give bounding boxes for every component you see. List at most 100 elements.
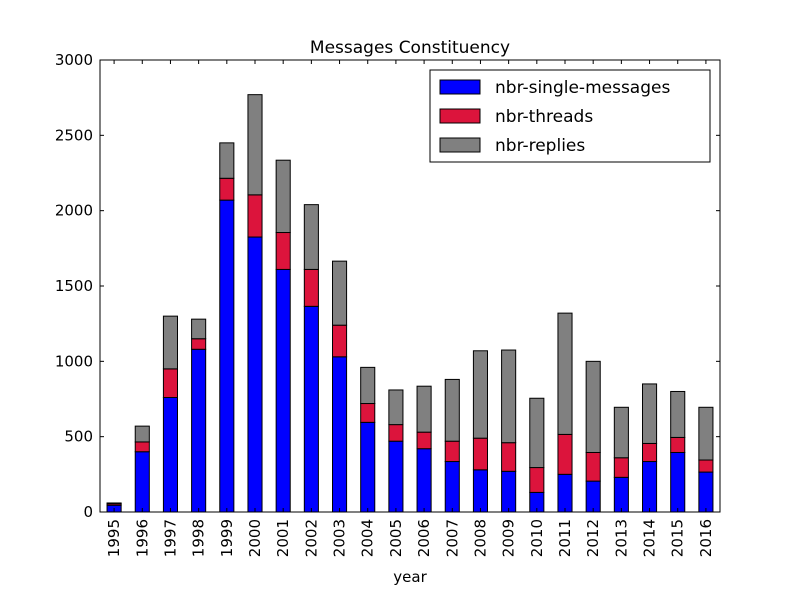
bar-nbr-single-messages-2009 <box>501 470 517 513</box>
bar-nbr-threads-2000 <box>247 194 263 238</box>
y-tick-label: 1000 <box>55 352 93 370</box>
bar-nbr-threads-1998 <box>191 338 207 350</box>
bar-nbr-replies-2015 <box>670 390 686 438</box>
bar-nbr-replies-2011 <box>557 312 573 435</box>
bar-nbr-replies-2009 <box>501 349 517 444</box>
bar-nbr-replies-2013 <box>613 406 629 459</box>
bar-nbr-threads-2007 <box>444 440 460 463</box>
bar-nbr-threads-1996 <box>134 441 150 453</box>
bar-nbr-threads-1997 <box>162 368 178 398</box>
bar-nbr-threads-2011 <box>557 433 573 475</box>
bar-nbr-replies-2003 <box>332 260 348 326</box>
bar-nbr-single-messages-2004 <box>360 421 376 513</box>
bar-nbr-single-messages-2012 <box>585 480 601 513</box>
legend: nbr-single-messages nbr-threads nbr-replie… <box>429 69 711 163</box>
bar-nbr-threads-2006 <box>416 431 432 450</box>
bar-nbr-replies-1999 <box>219 142 235 179</box>
bar-nbr-single-messages-2011 <box>557 473 573 513</box>
x-tick-label: 2007 <box>443 519 461 557</box>
bar-nbr-single-messages-2013 <box>613 476 629 513</box>
x-tick-label: 2002 <box>302 519 320 557</box>
x-tick-label: 2006 <box>415 519 433 557</box>
x-tick-label: 2016 <box>697 519 715 557</box>
bar-nbr-threads-2008 <box>472 437 488 471</box>
x-tick-label: 1996 <box>133 519 151 557</box>
bar-nbr-replies-2004 <box>360 366 376 405</box>
legend-label: nbr-threads <box>495 107 593 127</box>
bar-nbr-single-messages-2000 <box>247 236 263 513</box>
bar-nbr-threads-2016 <box>698 459 714 473</box>
x-tick-label: 2015 <box>669 519 687 557</box>
bar-nbr-threads-2013 <box>613 457 629 478</box>
legend-label: nbr-single-messages <box>495 78 670 98</box>
x-tick-label: 2012 <box>584 519 602 557</box>
x-tick-label: 2014 <box>641 519 659 557</box>
y-tick-label: 500 <box>64 428 93 446</box>
bar-nbr-replies-2012 <box>585 360 601 453</box>
bar-nbr-replies-2001 <box>275 159 291 234</box>
bar-nbr-single-messages-2005 <box>388 440 404 513</box>
bar-nbr-replies-2002 <box>303 204 319 270</box>
legend-swatch-nbr-single-messages <box>439 79 481 95</box>
x-tick-label: 1995 <box>105 519 123 557</box>
bar-nbr-single-messages-2006 <box>416 448 432 513</box>
legend-label: nbr-replies <box>495 136 585 156</box>
y-tick-label: 0 <box>83 503 93 521</box>
bar-nbr-threads-2009 <box>501 442 517 472</box>
x-axis-label: year <box>393 568 427 586</box>
bar-nbr-threads-2012 <box>585 451 601 482</box>
x-tick-label: 1999 <box>218 519 236 557</box>
bar-nbr-threads-2002 <box>303 268 319 307</box>
bar-nbr-threads-2003 <box>332 324 348 358</box>
x-tick-label: 2000 <box>246 519 264 557</box>
bar-nbr-single-messages-2003 <box>332 356 348 513</box>
bar-nbr-replies-1998 <box>191 318 207 340</box>
bar-nbr-single-messages-2016 <box>698 471 714 513</box>
x-tick-label: 2001 <box>274 519 292 557</box>
x-tick-label: 2003 <box>331 519 349 557</box>
bar-nbr-single-messages-2015 <box>670 451 686 513</box>
x-tick-label: 2008 <box>471 519 489 557</box>
y-tick-label: 3000 <box>55 51 93 69</box>
bars-group <box>106 94 714 513</box>
bar-nbr-single-messages-1996 <box>134 451 150 513</box>
bar-nbr-single-messages-1998 <box>191 348 207 513</box>
x-tick-label: 2013 <box>612 519 630 557</box>
legend-swatch-nbr-replies <box>439 137 481 153</box>
bar-nbr-replies-2000 <box>247 94 263 196</box>
bar-nbr-replies-1997 <box>162 315 178 370</box>
bar-nbr-threads-2001 <box>275 232 291 270</box>
y-tick-label: 2500 <box>55 126 93 144</box>
bar-nbr-threads-2014 <box>642 442 658 463</box>
bar-nbr-replies-2014 <box>642 383 658 444</box>
bar-nbr-replies-2008 <box>472 350 488 439</box>
chart-title: Messages Constituency <box>310 38 510 58</box>
x-tick-label: 2010 <box>528 519 546 557</box>
bar-nbr-single-messages-1999 <box>219 199 235 513</box>
bar-nbr-replies-1996 <box>134 425 150 443</box>
bar-nbr-replies-2005 <box>388 389 404 426</box>
bar-nbr-single-messages-2001 <box>275 268 291 513</box>
bar-nbr-threads-2010 <box>529 467 545 493</box>
x-tick-label: 1998 <box>190 519 208 557</box>
x-tick-label: 2005 <box>387 519 405 557</box>
bar-nbr-threads-2005 <box>388 424 404 442</box>
y-axis: 0 500 1000 1500 2000 2500 3000 <box>55 51 720 521</box>
x-axis: 1995 1996 1997 1998 1999 2000 2001 2002 2003 2004… <box>105 60 715 557</box>
y-tick-label: 1500 <box>55 277 93 295</box>
y-tick-label: 2000 <box>55 202 93 220</box>
bar-nbr-single-messages-2008 <box>472 469 488 513</box>
x-tick-label: 2011 <box>556 519 574 557</box>
x-tick-label: 2004 <box>359 519 377 557</box>
legend-swatch-nbr-threads <box>439 108 481 124</box>
bar-nbr-replies-2016 <box>698 406 714 461</box>
x-tick-label: 1997 <box>161 519 179 557</box>
bar-nbr-single-messages-2002 <box>303 305 319 513</box>
bar-nbr-replies-2007 <box>444 378 460 442</box>
bar-nbr-threads-2015 <box>670 436 686 453</box>
bar-nbr-single-messages-2014 <box>642 461 658 513</box>
bar-nbr-replies-2006 <box>416 385 432 433</box>
bar-nbr-replies-2010 <box>529 397 545 469</box>
bar-nbr-replies-1995 <box>106 502 122 505</box>
